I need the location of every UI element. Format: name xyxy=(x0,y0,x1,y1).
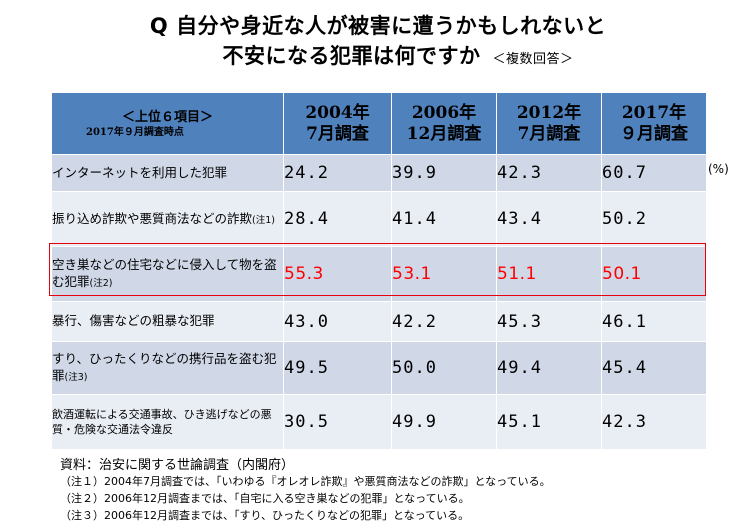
table-cell: 53.1 xyxy=(391,246,497,302)
row-label-text: 空き巣などの住宅などに侵入して物を盗む犯罪 xyxy=(52,257,277,289)
table-row: 振り込め詐欺や悪質商法などの詐欺(注1) 28.4 41.4 43.4 50.2 xyxy=(51,191,707,247)
column-year: 2012年 xyxy=(516,102,582,123)
table-cell: 55.3 xyxy=(283,246,392,302)
row-label: 空き巣などの住宅などに侵入して物を盗む犯罪(注2) xyxy=(51,246,284,302)
table-row: すり、ひったくりなどの携行品を盗む犯罪(注3) 49.5 50.0 49.4 4… xyxy=(51,341,707,395)
column-year: 2004年 xyxy=(305,102,370,123)
table-row: 飲酒運転による交通事故、ひき逃げなどの悪質・危険な交通法令違反 30.5 49.… xyxy=(51,394,707,450)
table-cell: 49.4 xyxy=(496,341,602,395)
column-month: 7月調査 xyxy=(517,123,581,144)
row-label: 振り込め詐欺や悪質商法などの詐欺(注1) xyxy=(51,191,284,247)
table-cell: 42.3 xyxy=(496,154,602,192)
header-row: ＜上位６項目＞ 2017年９月調査時点 2004年 7月調査 2006年 12月調査… xyxy=(51,92,707,155)
table-cell: 28.4 xyxy=(283,191,392,247)
chart-title-line1: Q 自分や身近な人が被害に遭うかもしれないと xyxy=(149,14,607,38)
row-label-text: 暴行、傷害などの粗暴な犯罪 xyxy=(52,313,215,328)
footnote-3: （注３）2006年12月調査までは、「すり、ひったくりなどの犯罪」となっている。 xyxy=(60,509,470,522)
corner-line1: ＜上位６項目＞ xyxy=(121,109,213,125)
table-cell: 42.3 xyxy=(601,394,707,450)
row-label: 暴行、傷害などの粗暴な犯罪 xyxy=(51,301,284,342)
column-year: 2017年 xyxy=(621,102,687,123)
row-label: 飲酒運転による交通事故、ひき逃げなどの悪質・危険な交通法令違反 xyxy=(51,394,284,450)
row-label-text: 飲酒運転による交通事故、ひき逃げなどの悪質・危険な交通法令違反 xyxy=(52,407,272,436)
table-cell: 49.9 xyxy=(391,394,497,450)
row-label-text: 振り込め詐欺や悪質商法などの詐欺 xyxy=(52,210,253,226)
row-label: インターネットを利用した犯罪 xyxy=(51,154,284,192)
row-note: (注3) xyxy=(64,372,88,383)
table-cell: 43.0 xyxy=(283,301,392,342)
table-cell: 39.9 xyxy=(391,154,497,192)
column-month: 12月調査 xyxy=(406,123,482,144)
corner-line2: 2017年９月調査時点 xyxy=(86,126,184,138)
table-cell: 60.7 xyxy=(601,154,707,192)
table-cell: 50.1 xyxy=(601,246,707,302)
footnote-2: （注２）2006年12月調査までは、「自宅に入る空き巣などの犯罪」となっている。 xyxy=(60,492,470,505)
chart-title-line2: 不安になる犯罪は何ですか ＜複数回答＞ xyxy=(0,42,756,74)
table-cell: 30.5 xyxy=(283,394,392,450)
table-cell: 43.4 xyxy=(496,191,602,247)
table-cell: 51.1 xyxy=(496,246,602,302)
survey-table: ＜上位６項目＞ 2017年９月調査時点 2004年 7月調査 2006年 12月調査… xyxy=(51,92,707,450)
column-header: 2017年 ９月調査 xyxy=(601,92,707,155)
column-month: ９月調査 xyxy=(620,123,688,144)
table-row-highlighted: 空き巣などの住宅などに侵入して物を盗む犯罪(注2) 55.3 53.1 51.1… xyxy=(51,246,707,302)
row-label-text: インターネットを利用した犯罪 xyxy=(52,164,228,180)
table-row: インターネットを利用した犯罪 24.2 39.9 42.3 60.7 xyxy=(51,154,707,192)
column-header: 2006年 12月調査 xyxy=(391,92,497,155)
table-cell: 24.2 xyxy=(283,154,392,192)
table-cell: 50.2 xyxy=(601,191,707,247)
table-cell: 41.4 xyxy=(391,191,497,247)
table-cell: 45.3 xyxy=(496,301,602,342)
table-cell: 49.5 xyxy=(283,341,392,395)
multiple-answer-note: ＜複数回答＞ xyxy=(492,52,574,67)
source-label: 資料：治安に関する世論調査（内閣府） xyxy=(60,458,295,473)
column-year: 2006年 xyxy=(411,102,477,123)
column-header: 2004年 7月調査 xyxy=(283,92,392,155)
table-row: 暴行、傷害などの粗暴な犯罪 43.0 42.2 45.3 46.1 xyxy=(51,301,707,342)
column-month: 7月調査 xyxy=(306,123,369,144)
column-header: 2012年 7月調査 xyxy=(496,92,602,155)
table-cell: 50.0 xyxy=(391,341,497,395)
unit-label: (%) xyxy=(708,162,729,176)
table-cell: 45.4 xyxy=(601,341,707,395)
corner-header: ＜上位６項目＞ 2017年９月調査時点 xyxy=(51,92,284,155)
table-cell: 42.2 xyxy=(391,301,497,342)
row-label: すり、ひったくりなどの携行品を盗む犯罪(注3) xyxy=(51,341,284,395)
footnote-1: （注１）2004年7月調査では、「いわゆる『オレオレ詐欺』や悪質商法などの詐欺」… xyxy=(60,475,551,488)
row-label-text: すり、ひったくりなどの携行品を盗む犯罪 xyxy=(52,351,277,383)
row-note: (注2) xyxy=(89,278,113,289)
row-note: (注1) xyxy=(252,214,275,226)
table-cell: 45.1 xyxy=(496,394,602,450)
table-cell: 46.1 xyxy=(601,301,707,342)
chart-title-text: 不安になる犯罪は何ですか xyxy=(222,44,481,68)
